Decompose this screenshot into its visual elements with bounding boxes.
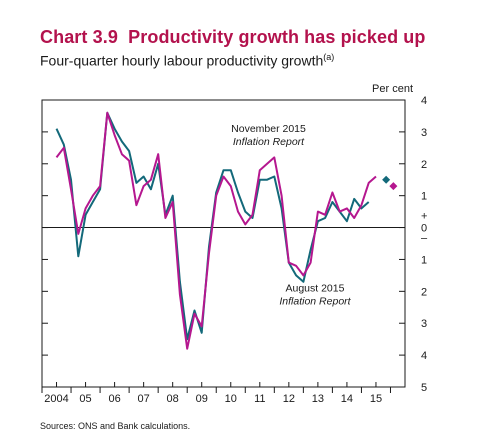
x-tick-label: 06 <box>108 393 120 405</box>
chart-subtitle-text: Four-quarter hourly labour productivity … <box>40 52 324 69</box>
chart-title-text: Productivity growth has picked up <box>128 27 426 47</box>
subtitle-footnote-marker: (a) <box>323 52 335 62</box>
y-tick-label: 1 <box>421 254 427 266</box>
chart-source: Sources: ONS and Bank calculations. <box>40 421 191 431</box>
annotation-november-report: Inflation Report <box>233 136 305 148</box>
x-tick-label: 13 <box>312 393 324 405</box>
y-sign-plus: + <box>421 211 427 223</box>
x-tick-label: 11 <box>254 393 265 405</box>
y-tick-label: 4 <box>421 350 427 362</box>
series-line-magenta <box>55 111 377 350</box>
annotation-august-report: Inflation Report <box>279 295 351 307</box>
plot-frame <box>41 99 406 388</box>
projection-diamond-navy <box>382 175 391 184</box>
chart-subtitle: Four-quarter hourly labour productivity … <box>40 52 334 69</box>
y-tick-label: 5 <box>421 382 427 394</box>
x-tick-label: 14 <box>341 393 353 405</box>
x-tick-label: 2004 <box>44 393 68 405</box>
x-tick-label: 07 <box>138 393 150 405</box>
x-tick-label: 09 <box>196 393 208 405</box>
y-unit-label: Per cent <box>372 83 413 95</box>
chart-title: Chart 3.9 Productivity growth has picked… <box>40 27 425 48</box>
x-tick-label: 08 <box>167 393 179 405</box>
y-sign-minus: – <box>421 233 428 245</box>
y-tick-label: 0 <box>421 223 427 235</box>
x-tick-label: 15 <box>370 393 382 405</box>
chart-number: Chart 3.9 <box>40 27 118 47</box>
x-tick-label: 10 <box>225 393 237 405</box>
projection-diamond-magenta <box>389 182 398 191</box>
y-tick-label: 3 <box>421 318 427 330</box>
y-tick-label: 2 <box>421 159 427 171</box>
y-tick-label: 1 <box>421 191 427 203</box>
y-tick-label: 4 <box>421 95 427 107</box>
annotation-november-title: November 2015 <box>231 123 306 135</box>
annotation-august-title: August 2015 <box>285 282 344 294</box>
y-tick-label: 3 <box>421 127 427 139</box>
x-tick-label: 05 <box>79 393 91 405</box>
x-tick-label: 12 <box>283 393 295 405</box>
y-tick-label: 2 <box>421 286 427 298</box>
